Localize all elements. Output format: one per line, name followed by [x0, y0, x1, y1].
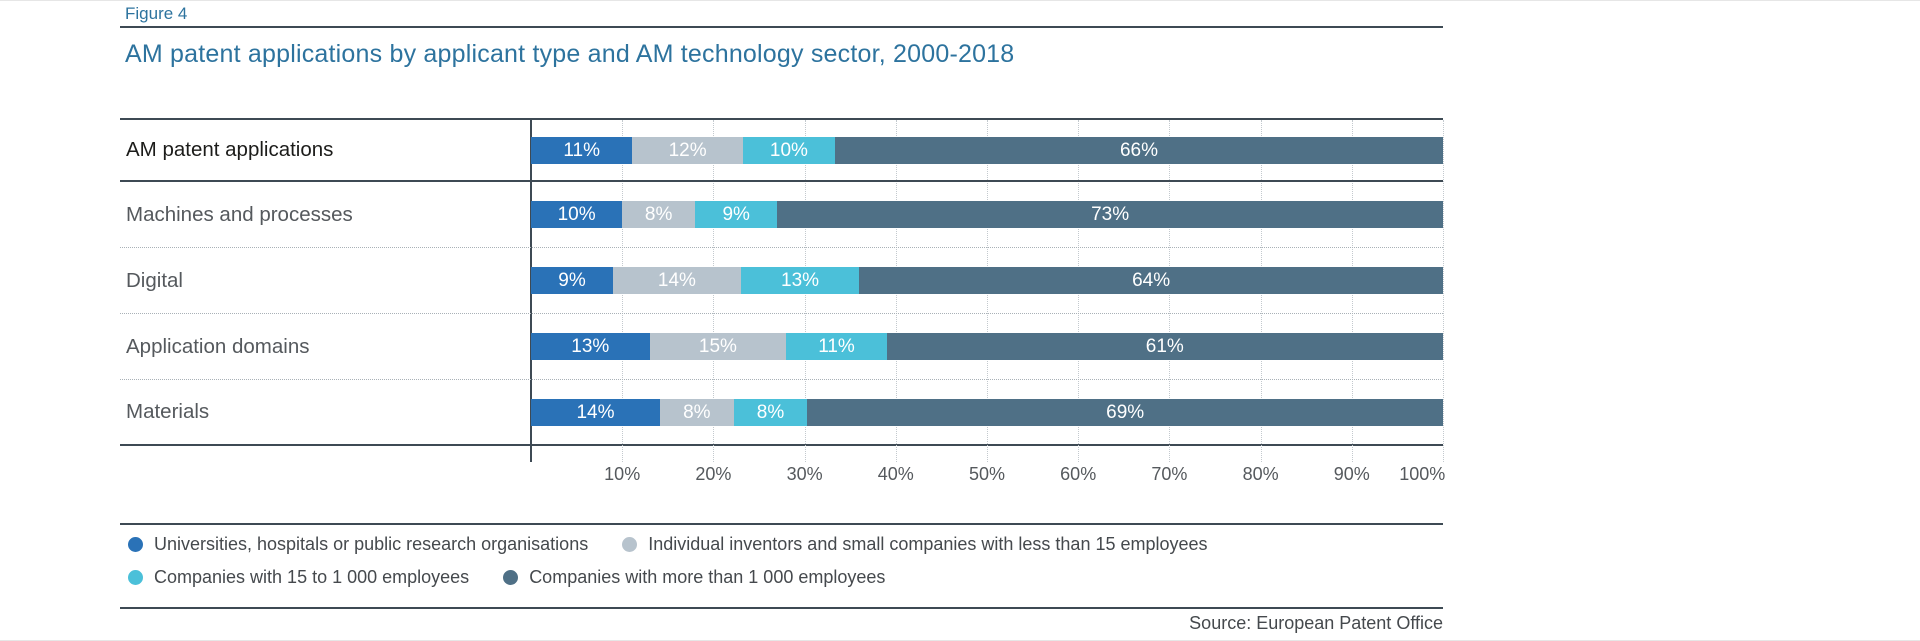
legend-row: Universities, hospitals or public resear…	[128, 528, 1208, 561]
x-tick-label: 50%	[968, 464, 1006, 484]
bar-segment: 8%	[659, 398, 734, 426]
bar-segment: 8%	[622, 201, 696, 228]
bar-segment: 10%	[742, 136, 835, 164]
bar-segment: 12%	[632, 136, 743, 164]
legend-dot	[128, 537, 143, 552]
legend-label: Companies with more than 1 000 employees	[529, 567, 886, 587]
bar-segment: 11%	[531, 136, 633, 164]
legend-dot	[128, 570, 143, 585]
chart-legend: Universities, hospitals or public resear…	[128, 528, 1208, 594]
chart-row: AM patent applications 11% 12% 10% 66%	[120, 120, 1443, 182]
legend-item: Companies with more than 1 000 employees	[503, 567, 885, 588]
bar-segment: 73%	[777, 201, 1443, 228]
legend-dot	[503, 570, 519, 585]
x-tick-label: 20%	[695, 464, 732, 484]
bar-segment: 13%	[531, 333, 650, 360]
gridline	[1443, 120, 1444, 462]
x-tick-label: 40%	[877, 464, 914, 484]
legend-item: Individual inventors and small companies…	[622, 534, 1208, 555]
legend-dot	[622, 537, 638, 552]
chart-row: Machines and processes 10% 8% 9% 73%	[120, 182, 1443, 248]
chart-title: AM patent applications by applicant type…	[125, 40, 1015, 68]
category-label: Digital	[126, 268, 183, 292]
chart-row: Digital 9% 14% 13% 64%	[120, 248, 1443, 314]
top-edge-divider	[0, 0, 1920, 1]
legend-item: Companies with 15 to 1 000 employees	[128, 567, 469, 588]
category-label: AM patent applications	[126, 138, 334, 161]
legend-divider	[120, 523, 1443, 525]
stacked-bar: 11% 12% 10% 66%	[531, 136, 1443, 164]
legend-item: Universities, hospitals or public resear…	[128, 534, 588, 555]
figure-number-label: Figure 4	[125, 4, 188, 23]
category-label: Machines and processes	[126, 202, 353, 226]
source-label: Source: European Patent Office	[1189, 613, 1443, 633]
bar-segment: 9%	[695, 201, 778, 228]
x-tick-label: 80%	[1242, 464, 1279, 484]
bar-segment: 11%	[786, 333, 887, 360]
legend-label: Individual inventors and small companies…	[648, 534, 1208, 554]
stacked-bar: 13% 15% 11% 61%	[531, 333, 1443, 360]
bar-segment: 61%	[886, 333, 1443, 360]
x-tick-label: 60%	[1060, 464, 1097, 484]
bar-segment: 8%	[733, 398, 808, 426]
x-tick-label: 70%	[1151, 464, 1188, 484]
category-label: Application domains	[126, 334, 310, 358]
stacked-bar: 9% 14% 13% 64%	[531, 267, 1443, 294]
header-divider	[120, 26, 1443, 28]
bar-segment: 9%	[531, 267, 614, 294]
bar-segment: 10%	[531, 201, 623, 228]
x-tick-label: 90%	[1333, 464, 1370, 484]
bar-segment: 13%	[740, 267, 860, 294]
legend-label: Universities, hospitals or public resear…	[154, 534, 589, 554]
bar-segment: 15%	[649, 333, 787, 360]
bar-segment: 64%	[859, 267, 1443, 294]
chart-row: Application domains 13% 15% 11% 61%	[120, 314, 1443, 380]
category-label: Materials	[126, 400, 210, 423]
x-axis-ticks: 10% 20% 30% 40% 50% 60% 70% 80% 90% 100%	[531, 464, 1446, 490]
bar-segment: 69%	[807, 398, 1443, 426]
bar-segment: 14%	[613, 267, 741, 294]
chart-plot-area: AM patent applications 11% 12% 10% 66% Machin…	[120, 118, 1444, 462]
bar-segment: 66%	[834, 136, 1443, 164]
stacked-bar: 14% 8% 8% 69%	[531, 398, 1443, 426]
x-tick-label: 30%	[786, 464, 823, 484]
chart-row: Materials 14% 8% 8% 69%	[120, 380, 1443, 444]
legend-label: Companies with 15 to 1 000 employees	[154, 567, 470, 587]
x-tick-label: 10%	[604, 464, 641, 484]
chart-rows: AM patent applications 11% 12% 10% 66% Machin…	[120, 120, 1443, 444]
stacked-bar: 10% 8% 9% 73%	[531, 201, 1443, 228]
legend-row: Companies with 15 to 1 000 employees Comp…	[128, 561, 1208, 594]
x-tick-label: 100%	[1399, 464, 1446, 484]
source-divider	[120, 607, 1443, 609]
bar-segment: 14%	[531, 398, 660, 426]
